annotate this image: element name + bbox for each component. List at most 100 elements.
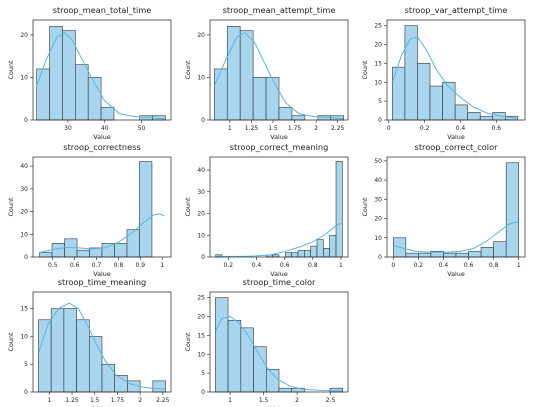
y-tick-label: 15	[20, 306, 28, 313]
histogram-bar	[253, 346, 267, 393]
x-tick-label: 1.75	[288, 125, 302, 132]
x-axis-label: Value	[93, 405, 111, 407]
subplot-title: stroop_var_attempt_time	[405, 5, 508, 15]
y-axis-label: Count	[7, 60, 15, 79]
y-axis-label: Count	[7, 197, 15, 216]
x-tick-label: 1.25	[245, 125, 259, 132]
y-tick-label: 15	[197, 332, 205, 339]
histogram-bar	[227, 320, 242, 393]
histogram-bar	[100, 106, 115, 121]
x-tick-label: 1.5	[268, 125, 278, 132]
y-tick-label: 0	[24, 254, 28, 261]
y-axis-label: Count	[361, 197, 369, 216]
histogram-bar	[291, 252, 299, 258]
y-tick-label: 20	[20, 209, 28, 216]
plot-frame	[209, 19, 349, 121]
y-tick-label: 40	[197, 167, 205, 174]
histogram-bar	[278, 106, 293, 121]
histogram-bar	[101, 243, 115, 258]
histogram-bar	[505, 162, 520, 258]
histogram-bar	[418, 252, 432, 258]
x-tick-label: 30	[64, 125, 72, 132]
y-tick-label: 20	[374, 42, 382, 49]
x-axis-label: Value	[270, 133, 288, 141]
y-tick-label: 40	[20, 163, 28, 170]
x-tick-label: 0.4	[252, 262, 262, 269]
kde-curve	[213, 32, 344, 120]
histogram-bar	[75, 64, 89, 121]
x-tick-label: 0.4	[439, 262, 449, 269]
histogram-bar	[468, 250, 482, 258]
histogram-bar	[114, 243, 128, 258]
histogram-bar	[479, 115, 494, 121]
y-tick-label: 20	[374, 216, 382, 223]
subplot-title: stroop_correct_color	[415, 142, 499, 152]
kde-curve	[391, 36, 518, 119]
y-tick-label: 0	[201, 389, 205, 396]
histogram-bar	[278, 387, 293, 393]
histogram-bar	[101, 363, 116, 393]
kde-curve	[36, 32, 166, 120]
kde-curve	[39, 213, 165, 253]
y-axis-label: Count	[184, 60, 192, 79]
y-tick-label: 50	[374, 158, 382, 165]
histogram-bar	[51, 243, 65, 258]
subplot-title: stroop_correctness	[63, 142, 140, 152]
x-tick-label: 0.9	[136, 262, 146, 269]
histogram-bar	[291, 115, 306, 121]
y-tick-label: 30	[374, 196, 382, 203]
histogram-bar	[239, 30, 254, 121]
histogram-bar	[493, 241, 507, 258]
y-tick-label: 20	[197, 32, 205, 39]
y-tick-label: 30	[197, 189, 205, 196]
histogram-bar	[240, 327, 254, 393]
x-tick-label: 2.5	[326, 397, 336, 404]
x-tick-label: 1	[47, 397, 51, 404]
y-tick-label: 25	[374, 23, 382, 30]
x-axis-label: Value	[93, 133, 111, 141]
x-tick-label: 0.8	[489, 262, 499, 269]
x-tick-label: 1.25	[65, 397, 79, 404]
kde-curve	[37, 302, 166, 390]
y-tick-label: 0	[24, 117, 28, 124]
x-tick-label: 2	[314, 125, 318, 132]
plot-frame	[209, 156, 349, 258]
histogram-bar	[152, 380, 166, 393]
histogram-bar	[442, 81, 456, 121]
plot-frame	[32, 156, 172, 258]
histogram-bar	[443, 252, 457, 258]
subplot-title: stroop_time_color	[243, 277, 316, 287]
kde-curve	[393, 221, 519, 253]
subplot-stroop-mean-attempt-time: stroop_mean_attempt_time 1 1.25 1.5 1.75 2 2.…	[184, 5, 349, 141]
x-tick-label: 1	[228, 397, 232, 404]
plot-frame	[386, 156, 526, 258]
x-tick-label: 0.2	[224, 262, 234, 269]
subplot-stroop-var-attempt-time: stroop_var_attempt_time 0 0.2 0.4 0.6 0 5 10 15…	[361, 5, 526, 141]
x-axis-label: Value	[447, 270, 465, 278]
histogram-bar	[88, 336, 103, 393]
x-tick-label: 1	[339, 262, 343, 269]
histogram-bar	[38, 319, 52, 393]
histogram-bar	[49, 26, 63, 121]
subplot-title: stroop_time_meaning	[58, 277, 146, 287]
x-tick-label: 1.5	[259, 397, 269, 404]
histogram-bar	[39, 252, 53, 258]
y-tick-label: 5	[24, 361, 28, 368]
histogram-bar	[126, 229, 140, 258]
subplot-stroop-time-color: stroop_time_color 1 1.5 2 2.5 0 5 10 15 20 25 Valu…	[184, 277, 349, 407]
histogram-bar	[226, 26, 241, 121]
histogram-bar	[392, 66, 406, 121]
x-tick-label: 1.75	[111, 397, 125, 404]
kde-curve	[215, 222, 343, 257]
x-axis-label: Value	[93, 270, 111, 278]
histogram-bar	[417, 63, 431, 121]
histogram-bar	[285, 252, 292, 258]
histogram-bar	[252, 77, 267, 121]
y-tick-label: 25	[197, 295, 205, 302]
y-tick-label: 15	[374, 60, 382, 67]
x-tick-label: 1	[160, 262, 164, 269]
subplot-stroop-correctness: stroop_correctness 0.5 0.6 0.7 0.8 0.9 101020…	[7, 142, 172, 278]
y-tick-label: 0	[24, 389, 28, 396]
y-axis-label: Count	[184, 197, 192, 216]
